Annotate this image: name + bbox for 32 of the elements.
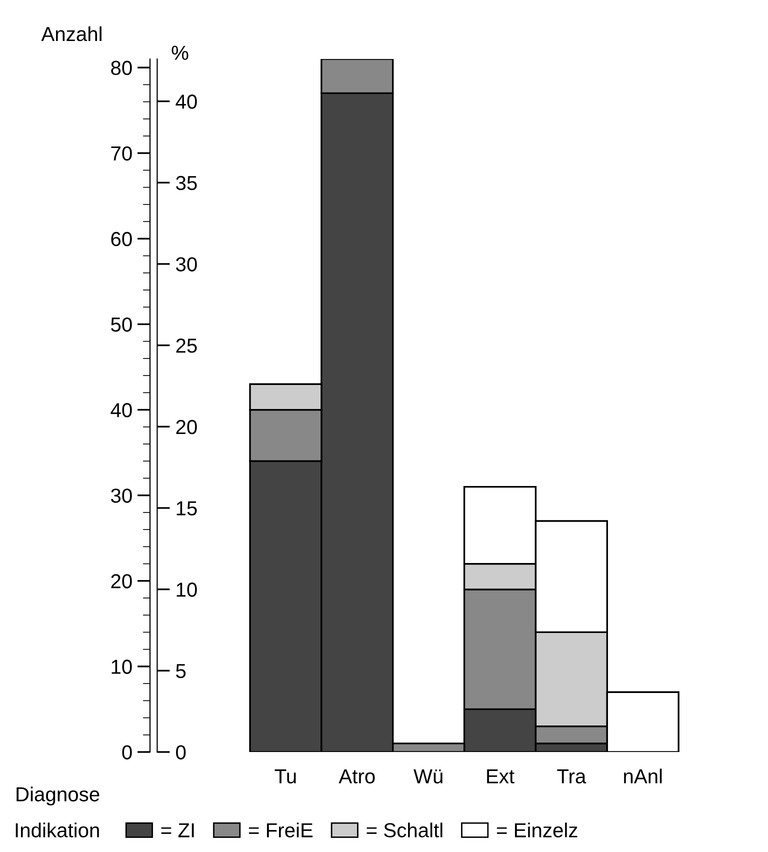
y2-tick-label: 30: [176, 257, 197, 272]
y2-tick-label: 0: [176, 745, 186, 760]
x-tick-label: Tu: [274, 769, 296, 784]
y2-tick-label: 15: [176, 501, 197, 516]
legend-title: Indikation: [16, 822, 99, 838]
y-tick-label: 30: [111, 488, 132, 503]
y-tick-label: 20: [111, 574, 132, 588]
y2-tick-label: 20: [176, 420, 197, 434]
y-tick-label: 0: [122, 745, 132, 760]
legend-label: = Schaltl: [366, 822, 442, 838]
x-tick-label: nAnl: [624, 768, 662, 784]
y-tick-label: 60: [111, 232, 132, 246]
y2-axis-title: %: [172, 46, 188, 60]
y2-tick-label: 40: [176, 94, 197, 109]
legend-label: = Einzelz: [496, 822, 578, 838]
y-tick-label: 10: [112, 660, 132, 674]
legend-label: = FreiE: [248, 822, 313, 838]
y-tick-label: 40: [110, 403, 132, 418]
y-tick-label: 50: [111, 317, 132, 332]
y2-tick-label: 35: [176, 176, 197, 190]
x-tick-label: Ext: [487, 769, 514, 784]
x-tick-label: Tra: [557, 769, 586, 784]
x-tick-label: Atro: [338, 769, 375, 784]
y-axis-title: Anzahl: [41, 26, 102, 42]
y-tick-label: 80: [111, 60, 132, 76]
y2-tick-label: 25: [176, 338, 197, 353]
y2-tick-label: 5: [176, 664, 186, 678]
x-tick-label: Wü: [414, 769, 442, 784]
x-axis-title: Diagnose: [16, 786, 100, 806]
y2-tick-label: 10: [176, 582, 197, 597]
y-tick-label: 70: [111, 146, 132, 161]
legend-label: = ZI: [161, 823, 194, 838]
